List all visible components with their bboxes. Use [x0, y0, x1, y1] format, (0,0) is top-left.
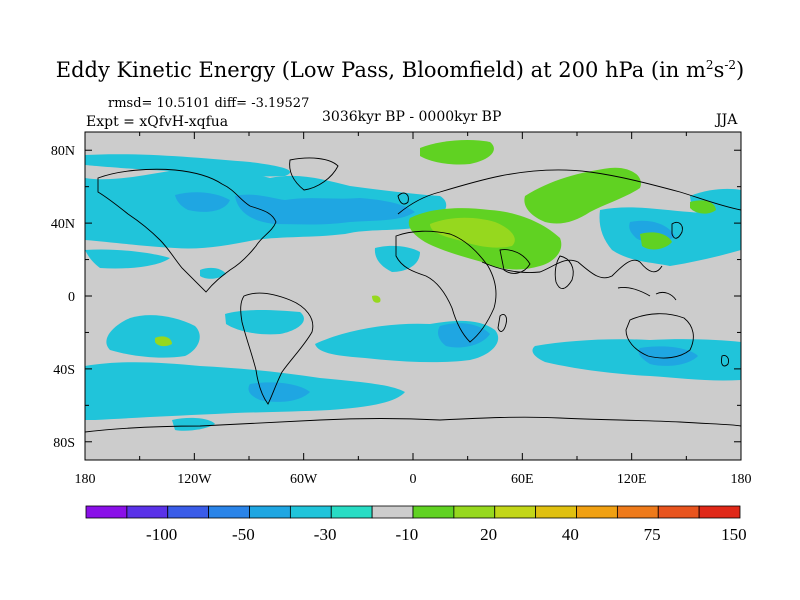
coast-north-america — [97, 168, 277, 293]
coast-greenland — [289, 157, 339, 191]
coast-new-zealand — [721, 355, 729, 367]
southern-ocean-pacific — [85, 362, 405, 420]
southern-ocean-indian — [532, 339, 741, 381]
x-tick-label: 180 — [731, 472, 752, 487]
colorbar-swatch — [453, 505, 496, 519]
pacific-positive-patch — [690, 200, 716, 214]
y-tick-label: 80S — [53, 436, 75, 451]
x-tick-label: 120W — [177, 472, 212, 487]
x-tick-label: 0 — [410, 472, 417, 487]
y-tick-label: 40N — [51, 217, 75, 232]
east-asia-positive — [640, 232, 672, 250]
colorbar-label: 75 — [644, 525, 661, 544]
coast-eurasia — [397, 169, 741, 279]
coast-madagascar — [497, 313, 507, 332]
x-tick-label: 60W — [290, 472, 318, 487]
colorbar-swatch — [494, 505, 537, 519]
plot-title: Eddy Kinetic Energy (Low Pass, Bloomfiel… — [55, 58, 745, 82]
colorbar-swatch — [85, 505, 128, 519]
colorbar: -100 -50 -30 -10 20 40 75 150 — [85, 505, 747, 544]
coast-south-america — [240, 292, 314, 405]
colorbar-swatch — [208, 505, 250, 519]
positive-anomaly-fields — [155, 140, 716, 347]
coast-arabia — [499, 249, 531, 274]
colorbar-swatch — [657, 505, 700, 519]
southern-ocean-indian-core — [638, 346, 698, 366]
negative-anomaly-fields — [85, 154, 741, 431]
colorbar-label: -100 — [146, 525, 177, 544]
colorbar-label: -30 — [314, 525, 337, 544]
south-pacific-positive — [155, 336, 172, 347]
nh-pacific-east — [85, 249, 170, 269]
nh-atlantic-west-core — [175, 192, 230, 212]
coast-britain — [397, 192, 409, 205]
coast-indonesia — [617, 287, 677, 301]
colorbar-swatch — [167, 505, 210, 519]
map-panel — [85, 132, 741, 460]
colorbar-swatch — [535, 505, 577, 519]
coast-africa — [395, 230, 497, 343]
coast-japan — [671, 221, 683, 239]
colorbar-swatch — [330, 505, 373, 519]
nh-north-atlantic-core — [235, 194, 415, 225]
tropical-atlantic-positive — [372, 295, 381, 303]
arctic-atlantic-positive — [420, 140, 494, 165]
colorbar-swatch — [412, 505, 455, 519]
x-axis: 180 120W 60W 0 60E 120E 180 — [75, 132, 752, 487]
coast-australia — [625, 313, 694, 359]
y-tick-label: 80N — [51, 144, 75, 159]
colorbar-label: -10 — [396, 525, 419, 544]
colorbar-label: 150 — [721, 525, 747, 544]
y-tick-label: 0 — [68, 290, 75, 305]
central-asia-positive — [524, 167, 641, 224]
south-pacific-sh — [106, 315, 200, 358]
x-tick-label: 180 — [75, 472, 96, 487]
y-tick-label: 40S — [53, 363, 75, 378]
colorbar-swatch — [371, 505, 414, 519]
coast-india — [554, 255, 574, 289]
coast-antarctica — [85, 416, 741, 433]
x-tick-label: 60E — [511, 472, 534, 487]
coastlines — [85, 157, 741, 433]
nh-far-north-band — [85, 154, 291, 177]
colorbar-label: 20 — [480, 525, 497, 544]
colorbar-label: 40 — [562, 525, 579, 544]
colorbar-swatch — [249, 505, 291, 519]
period-label: 3036kyr BP - 0000kyr BP — [322, 109, 502, 125]
colorbar-swatch — [289, 505, 332, 519]
tropical-pacific-patch — [200, 267, 226, 279]
colorbar-swatch — [698, 505, 741, 519]
tropical-south-pacific — [225, 310, 304, 335]
experiment-label: Expt = xQfvH-xqfua — [86, 114, 229, 130]
y-axis: 80N 40N 0 40S 80S — [51, 144, 741, 451]
x-tick-label: 120E — [617, 472, 647, 487]
colorbar-swatch — [616, 505, 659, 519]
rmsd-diff-label: rmsd= 10.5101 diff= -3.19527 — [108, 96, 310, 111]
season-label: JJA — [716, 112, 738, 128]
mediterranean-positive-core — [430, 217, 515, 248]
far-south-pacific — [172, 417, 215, 431]
colorbar-swatch — [126, 505, 169, 519]
colorbar-label: -50 — [232, 525, 255, 544]
colorbar-swatch — [576, 505, 618, 519]
